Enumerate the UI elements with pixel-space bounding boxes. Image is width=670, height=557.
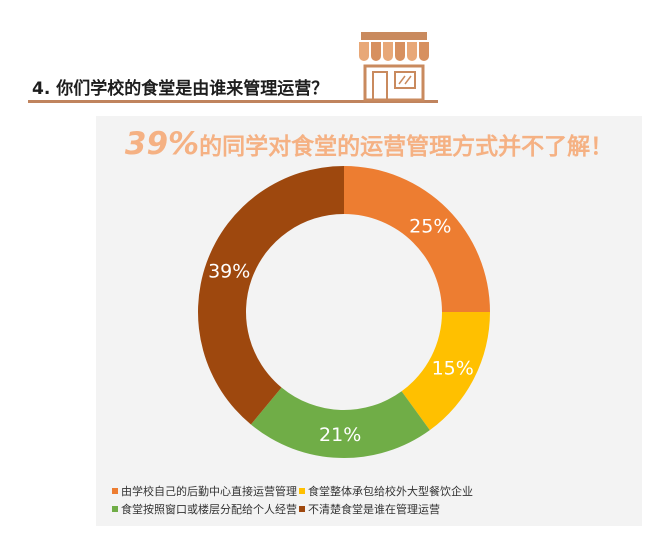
chart-legend: 由学校自己的后勤中心直接运营管理 食堂整体承包给校外大型餐饮企业 食堂按照窗口或… <box>112 482 632 518</box>
headline-text: 的同学对食堂的运营管理方式并不了解！ <box>199 134 614 160</box>
question-header: 4. 你们学校的食堂是由谁来管理运营？ <box>28 66 438 103</box>
donut-chart: 25% 15% 21% 39% <box>198 166 490 458</box>
legend-swatch <box>299 488 305 494</box>
legend-label: 食堂按照窗口或楼层分配给个人经营 <box>121 503 297 516</box>
legend-row: 由学校自己的后勤中心直接运营管理 食堂整体承包给校外大型餐饮企业 <box>112 482 632 500</box>
legend-swatch <box>112 488 118 494</box>
legend-label: 不清楚食堂是谁在管理运营 <box>308 503 440 516</box>
legend-item: 食堂整体承包给校外大型餐饮企业 <box>299 483 473 499</box>
donut-slice <box>250 387 430 458</box>
legend-label: 食堂整体承包给校外大型餐饮企业 <box>308 485 473 498</box>
slice-data-label: 15% <box>432 357 474 379</box>
storefront-icon <box>359 32 429 102</box>
question-title: 4. 你们学校的食堂是由谁来管理运营？ <box>32 79 329 99</box>
chart-headline: 39%的同学对食堂的运营管理方式并不了解！ <box>96 126 642 162</box>
legend-swatch <box>112 506 118 512</box>
donut-slice <box>401 312 490 431</box>
legend-item: 食堂按照窗口或楼层分配给个人经营 <box>112 501 297 517</box>
chart-card: 39%的同学对食堂的运营管理方式并不了解！ 25% 15% 21% 39% 由学校自己… <box>96 116 642 526</box>
legend-label: 由学校自己的后勤中心直接运营管理 <box>121 485 297 498</box>
donut-slice <box>344 166 490 312</box>
headline-percent: 39% <box>124 126 200 162</box>
slice-data-label: 21% <box>319 424 361 446</box>
legend-swatch <box>299 506 305 512</box>
legend-item: 由学校自己的后勤中心直接运营管理 <box>112 483 297 499</box>
legend-item: 不清楚食堂是谁在管理运营 <box>299 501 440 517</box>
title-underline <box>28 100 438 103</box>
slice-data-label: 25% <box>409 216 451 238</box>
slice-data-label: 39% <box>208 261 250 283</box>
legend-row: 食堂按照窗口或楼层分配给个人经营 不清楚食堂是谁在管理运营 <box>112 500 632 518</box>
donut-slice <box>198 166 344 425</box>
